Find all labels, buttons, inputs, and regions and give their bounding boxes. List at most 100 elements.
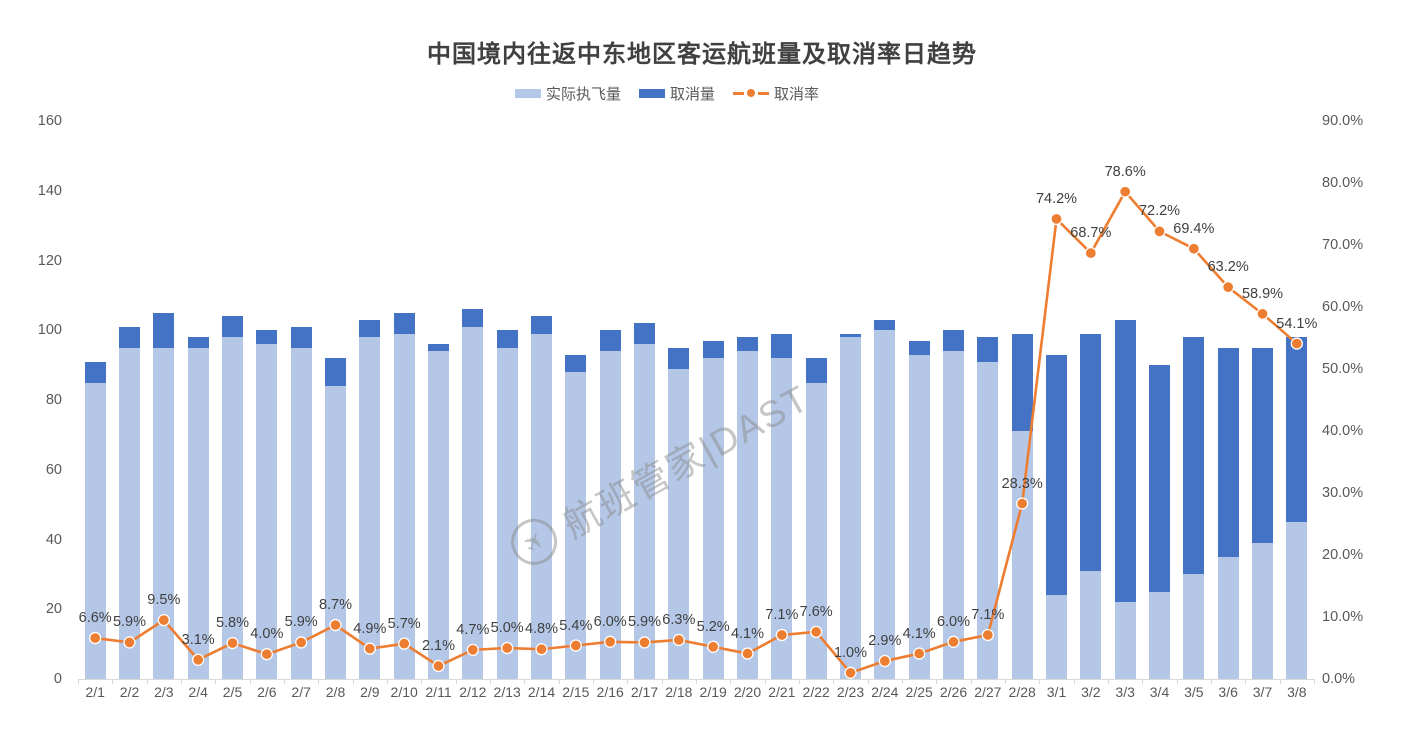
- bar-actual-segment: [84, 382, 106, 679]
- x-axis-tick: [387, 679, 388, 684]
- x-axis-tick: [112, 679, 114, 684]
- x-axis-category-label: 3/4: [1149, 684, 1170, 700]
- bar-cancel-segment: [256, 330, 278, 345]
- bar-cancel-segment: [119, 326, 140, 348]
- rate-data-label: 5.9%: [284, 614, 318, 631]
- rate-data-label: 74.2%: [1035, 190, 1078, 207]
- bar-cancel-segment: [496, 330, 518, 348]
- x-axis-category-label: 2/2: [119, 684, 140, 700]
- x-axis-tick: [902, 679, 903, 684]
- bar-cancel-segment: [565, 354, 587, 373]
- y-axis-left-tick-label: 60: [45, 461, 62, 478]
- bar-cancel-segment: [1149, 365, 1170, 592]
- bar-cancel-segment: [1114, 319, 1136, 603]
- bar-cancel-segment: [1080, 333, 1102, 571]
- bar-cancel-segment: [908, 340, 930, 355]
- bar-cancel-segment: [977, 337, 999, 362]
- bar-cancel-segment: [668, 347, 690, 369]
- x-axis-category-label: 2/13: [493, 684, 521, 700]
- x-axis-category-label: 2/19: [699, 684, 727, 700]
- rate-data-label: 4.0%: [250, 626, 284, 643]
- bar-cancel-segment: [290, 326, 312, 348]
- x-axis-tick: [936, 679, 938, 684]
- rate-data-label: 72.2%: [1138, 203, 1181, 220]
- x-axis-category-label: 2/8: [325, 684, 346, 700]
- x-axis-category-label: 2/7: [291, 684, 311, 700]
- bar-actual-segment: [1286, 522, 1308, 679]
- bar-cancel-segment: [153, 312, 175, 348]
- legend-swatch-cancel-icon: [638, 88, 665, 98]
- rate-data-label: 6.0%: [936, 613, 971, 630]
- rate-data-label: 5.8%: [215, 615, 250, 632]
- y-axis-left-tick-label: 40: [45, 531, 62, 548]
- rate-data-label: 8.7%: [318, 597, 353, 614]
- x-axis-tick: [1005, 679, 1006, 684]
- rate-marker: [1084, 246, 1097, 260]
- rate-data-label: 5.9%: [627, 614, 662, 631]
- x-axis-tick: [1039, 679, 1041, 684]
- bar-actual-segment: [1080, 570, 1102, 679]
- x-axis-tick: [799, 679, 800, 684]
- x-axis-tick: [146, 679, 148, 684]
- rate-marker: [1119, 185, 1132, 198]
- x-axis-category-label: 2/14: [527, 684, 556, 700]
- rate-marker: [1187, 242, 1200, 255]
- x-axis-tick: [1176, 679, 1178, 684]
- x-axis-category-label: 2/26: [939, 684, 968, 700]
- rate-data-label: 4.7%: [456, 621, 490, 638]
- bar-cancel-segment: [805, 358, 827, 383]
- x-axis-category-label: 2/3: [154, 684, 174, 700]
- y-axis-right-tick-label: 50.0%: [1322, 361, 1364, 377]
- x-axis-category-label: 3/6: [1218, 684, 1238, 700]
- x-axis-tick: [181, 679, 182, 684]
- y-axis-right-tick-label: 20.0%: [1322, 547, 1364, 563]
- x-axis-category-label: 2/28: [1008, 684, 1036, 700]
- rate-data-label: 7.6%: [799, 603, 833, 620]
- x-axis-tick: [1211, 679, 1212, 684]
- rate-data-label: 63.2%: [1207, 259, 1249, 276]
- bar-cancel-segment: [634, 323, 655, 345]
- x-axis-tick: [1245, 679, 1247, 684]
- chart-title: 中国境内往返中东地区客运航班量及取消率日趋势: [427, 41, 977, 68]
- bar-actual-segment: [1149, 591, 1170, 679]
- rate-data-label: 5.7%: [387, 615, 421, 632]
- y-axis-left-tick-label: 80: [45, 392, 62, 408]
- y-axis-left-tick-label: 120: [37, 252, 62, 269]
- x-axis-category-label: 3/8: [1287, 684, 1307, 700]
- x-axis-tick: [764, 679, 766, 684]
- bar-actual-segment: [1011, 431, 1033, 679]
- bar-cancel-segment: [393, 312, 415, 334]
- rate-data-label: 6.6%: [78, 610, 112, 627]
- x-axis-tick: [249, 679, 251, 684]
- x-axis-category-label: 2/4: [188, 684, 208, 700]
- x-axis-tick: [696, 679, 697, 684]
- rate-data-label: 78.6%: [1104, 163, 1146, 180]
- x-axis-category-label: 2/18: [665, 684, 693, 700]
- x-axis-tick: [352, 679, 354, 684]
- bar-cancel-segment: [428, 344, 449, 352]
- x-axis-tick: [318, 679, 320, 684]
- x-axis-category-label: 3/7: [1252, 684, 1273, 700]
- x-axis-category-label: 2/27: [974, 684, 1002, 700]
- rate-data-label: 6.3%: [662, 611, 696, 628]
- legend-item-actual: 实际执飞量: [514, 83, 621, 104]
- y-axis-right-tick-label: 80.0%: [1322, 175, 1364, 191]
- bar-cancel-segment: [1217, 347, 1239, 557]
- bar-actual-segment: [1183, 574, 1205, 679]
- x-axis-category-label: 3/2: [1081, 684, 1101, 700]
- x-axis-tick: [215, 679, 217, 684]
- x-axis-tick: [421, 679, 423, 684]
- bar-actual-segment: [805, 382, 827, 679]
- x-axis-tick: [1108, 679, 1109, 684]
- bar-actual-segment: [840, 337, 861, 679]
- y-axis-right-tick-label: 60.0%: [1322, 299, 1364, 315]
- legend-label-actual: 实际执飞量: [545, 85, 621, 103]
- y-axis-left-tick-label: 100: [37, 322, 62, 339]
- y-axis-right-tick-label: 30.0%: [1322, 485, 1364, 501]
- x-axis-tick: [524, 679, 526, 684]
- x-axis-category-label: 2/15: [562, 684, 590, 700]
- x-axis-tick: [627, 679, 629, 684]
- legend-item-cancel: 取消量: [638, 83, 715, 104]
- x-axis-category-label: 3/3: [1115, 684, 1135, 700]
- bar-actual-segment: [1114, 602, 1136, 679]
